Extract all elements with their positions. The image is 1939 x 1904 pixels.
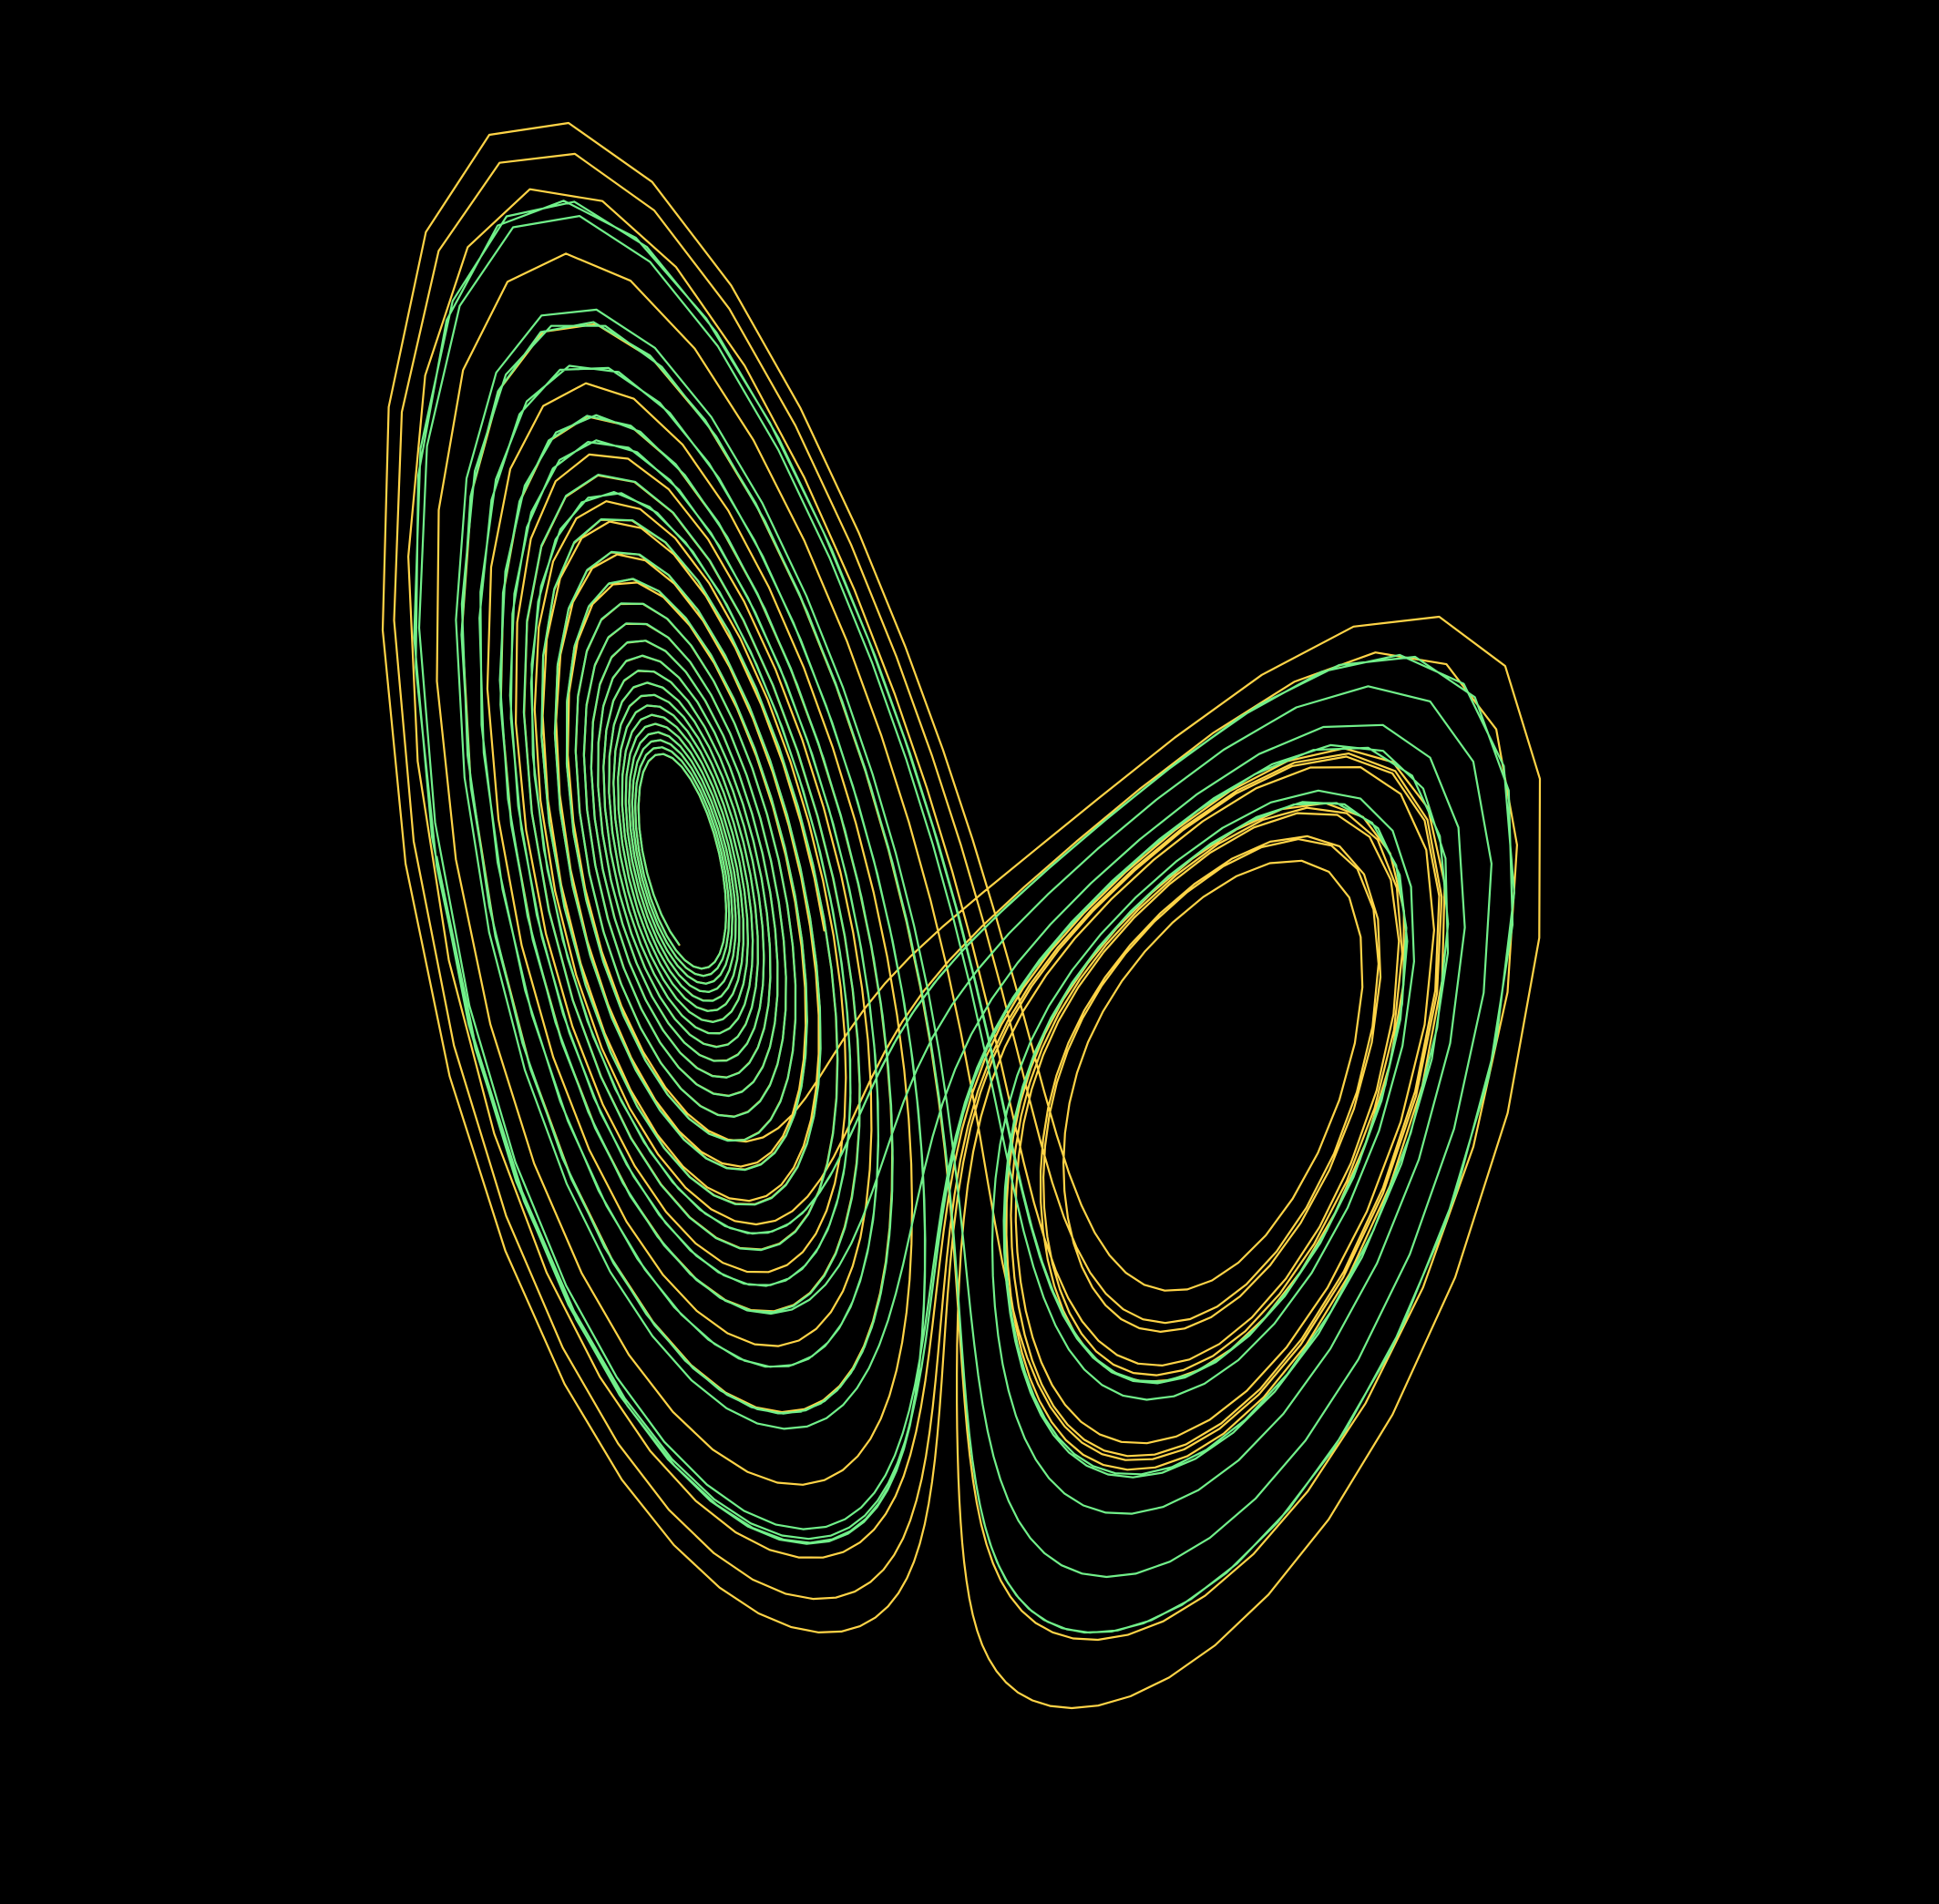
trajectory-layer bbox=[381, 121, 1542, 1710]
trajectory-2 bbox=[413, 200, 1515, 1634]
